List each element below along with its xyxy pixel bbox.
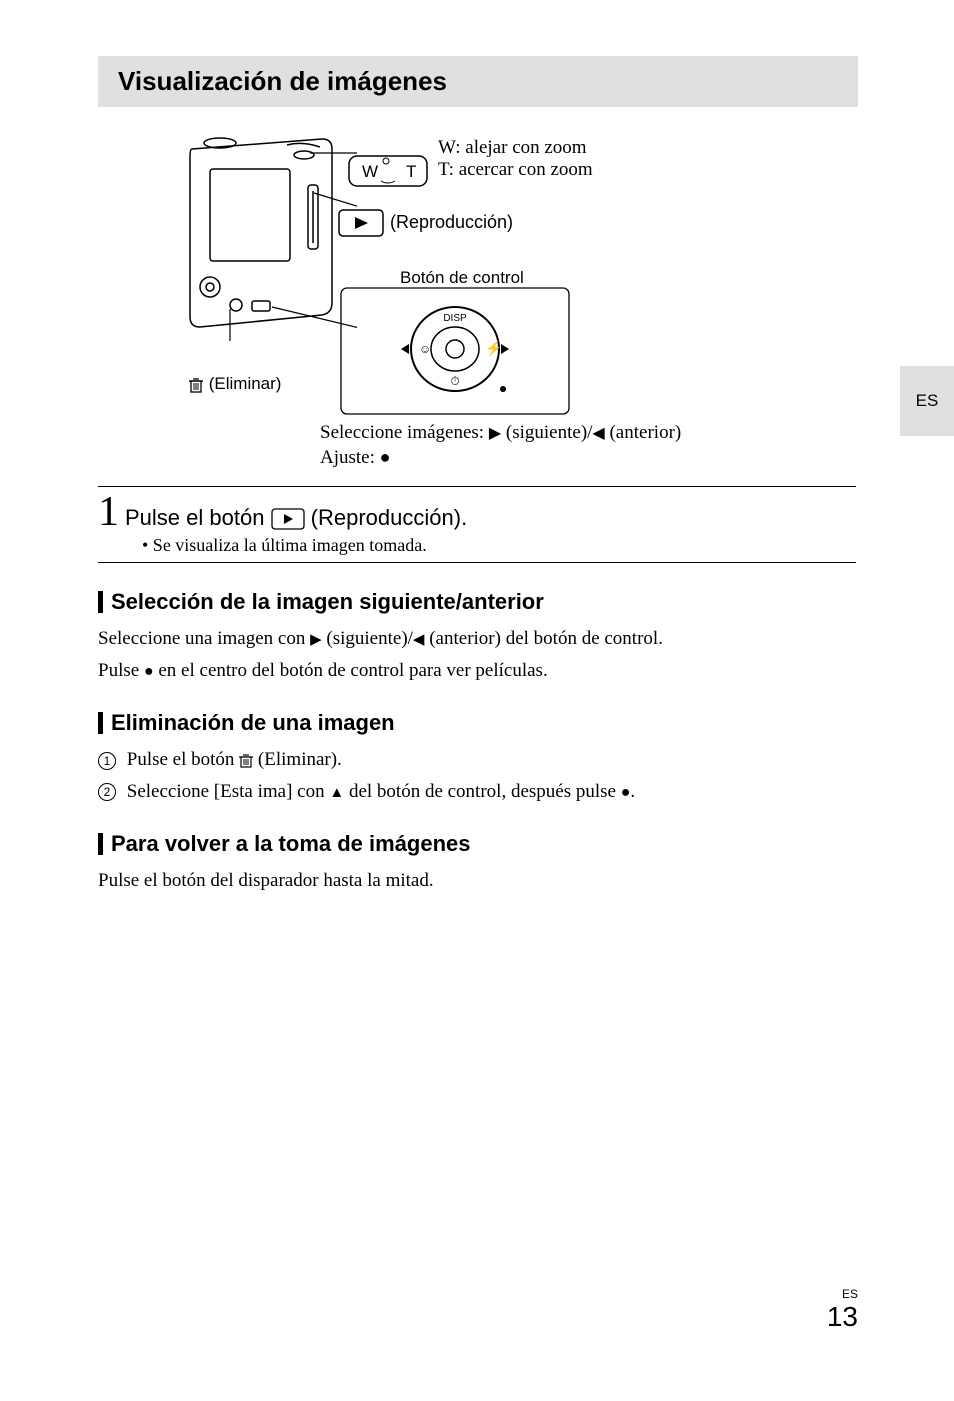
svg-text:W: W [362,162,378,181]
section-marker-icon [98,712,103,734]
zoom-button-graphic: W T [348,155,428,189]
delete-step-2: 2 Seleccione [Esta ima] con ▲ del botón … [98,778,954,806]
svg-text:DISP: DISP [443,313,467,324]
return-body: Pulse el botón del disparador hasta la m… [98,867,954,895]
svg-text:⏱: ⏱ [450,374,459,388]
section-marker-icon [98,591,103,613]
control-button-label: Botón de control [400,268,524,288]
section-return-head: Para volver a la toma de imágenes [98,831,954,857]
ajuste-line: Ajuste: ● [320,447,391,469]
svg-text:⚡: ⚡ [485,340,502,357]
language-tab: ES [900,366,954,436]
svg-text:T: T [406,162,416,181]
zoom-labels: W: alejar con zoom T: acercar con zoom [438,137,593,181]
playback-label: (Reproducción) [390,212,513,233]
number-circle-icon: 1 [98,752,116,770]
delete-label: (Eliminar) [188,374,281,394]
playback-icon [271,508,305,530]
select-body-1: Seleccione una imagen con ▶ (siguiente)/… [98,625,954,653]
page-footer: ES 13 [827,1287,858,1333]
section-marker-icon [98,833,103,855]
section-delete-head: Eliminación de una imagen [98,710,954,736]
step-number: 1 [98,491,119,533]
trash-icon [239,753,253,769]
title-bar: Visualización de imágenes [98,56,858,107]
control-button-diagram: DISP ⚡ ☺ ⏱ [340,287,570,415]
delete-step-1: 1 Pulse el botón (Eliminar). [98,746,954,774]
step-sub-bullet: • Se visualiza la última imagen tomada. [142,535,856,556]
page-title: Visualización de imágenes [118,66,838,97]
select-body-2: Pulse ● en el centro del botón de contro… [98,657,954,685]
playback-button-icon [338,209,384,239]
select-images-line: Seleccione imágenes: ▶ (siguiente)/◀ (an… [320,422,681,444]
svg-text:☺: ☺ [419,342,431,356]
section-select-head: Selección de la imagen siguiente/anterio… [98,589,954,615]
trash-icon [188,376,204,394]
number-circle-icon: 2 [98,783,116,801]
camera-illustration [182,131,357,341]
step-block: 1 Pulse el botón (Reproducción). • Se vi… [98,486,856,563]
step-text: Pulse el botón (Reproducción). [125,505,467,531]
diagram-area: W T W: alejar con zoom T: acercar con zo… [98,127,858,472]
